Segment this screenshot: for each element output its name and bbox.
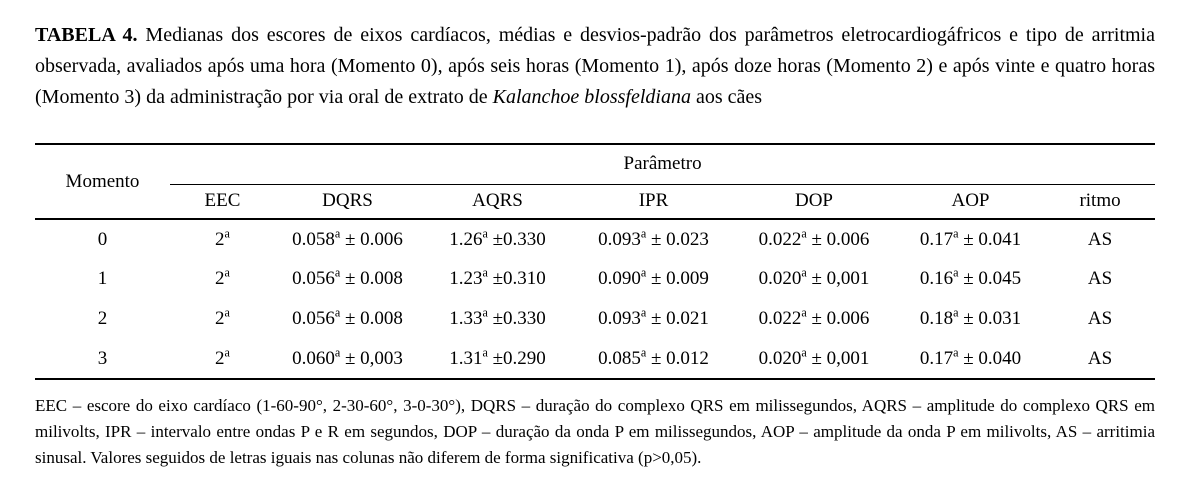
header-group-row: Momento Parâmetro: [35, 143, 1156, 220]
cell-eec: 2a: [170, 339, 275, 380]
cell-eec: 2a: [215, 226, 230, 250]
cell-dqrs: 0.056a ± 0.008: [292, 305, 403, 329]
table-row: 0 2a 0.058a ± 0.006 1.26a ±0.330 0.093a …: [35, 219, 1155, 259]
column-group-header-parametro: Parâmetro: [170, 143, 1156, 185]
cell-dop: 0.022a ± 0.006: [758, 226, 870, 250]
cell-momento: 1: [97, 268, 108, 289]
cell-aop: 0.18a ± 0.031: [919, 305, 1022, 329]
cell-aop: 0.17a ± 0.040: [896, 339, 1045, 380]
header-columns-row: EEC DQRS AQRS IPR DOP AOP ritmo: [35, 184, 1156, 220]
results-table: Momento Parâmetro EEC DQRS AQRS IPR DOP …: [35, 143, 1156, 380]
column-header-ritmo: ritmo: [1045, 184, 1156, 220]
table-caption-tail: aos cães: [690, 86, 763, 108]
cell-aqrs: 1.26a ±0.330: [449, 226, 546, 250]
column-header-ipr: IPR: [575, 184, 732, 220]
cell-ipr: 0.093a ± 0.023: [598, 226, 709, 250]
cell-ipr: 0.090a ± 0.009: [598, 265, 709, 289]
column-header-eec: EEC: [170, 184, 275, 220]
table-footnote: EEC – escore do eixo cardíaco (1-60-90°,…: [35, 396, 1155, 467]
table-row: 1 2a 0.056a ± 0.008 1.23a ±0.310 0.090a …: [35, 259, 1155, 299]
cell-dop: 0.020a ± 0,001: [732, 339, 896, 380]
cell-dqrs: 0.058a ± 0.006: [292, 226, 403, 250]
table-row: 2 2a 0.056a ± 0.008 1.33a ±0.330 0.093a …: [35, 299, 1155, 339]
table-caption: TABELA 4. Medianas dos escores de eixos …: [35, 20, 1155, 113]
column-header-aqrs: AQRS: [420, 184, 575, 220]
cell-aop: 0.17a ± 0.041: [919, 226, 1022, 250]
cell-eec: 2a: [215, 305, 230, 329]
cell-dqrs: 0.056a ± 0.008: [292, 265, 403, 289]
cell-ritmo: AS: [1087, 228, 1113, 250]
cell-ipr: 0.093a ± 0.021: [598, 305, 709, 329]
cell-ritmo: AS: [1087, 268, 1113, 289]
cell-dop: 0.020a ± 0,001: [758, 265, 870, 289]
cell-ritmo: AS: [1045, 339, 1156, 380]
cell-dop: 0.022a ± 0.006: [758, 305, 870, 329]
cell-dqrs: 0.060a ± 0,003: [275, 339, 420, 380]
column-header-dqrs: DQRS: [275, 184, 420, 220]
column-header-aop: AOP: [896, 184, 1045, 220]
table-row: 3 2a 0.060a ± 0,003 1.31a ±0.290 0.085a …: [35, 339, 1156, 380]
cell-ritmo: AS: [1087, 308, 1113, 329]
cell-aop: 0.16a ± 0.045: [919, 265, 1022, 289]
cell-aqrs: 1.33a ±0.330: [449, 305, 546, 329]
table-caption-text: Medianas dos escores de eixos cardíacos,…: [35, 24, 1155, 108]
cell-aqrs: 1.23a ±0.310: [449, 265, 546, 289]
cell-ipr: 0.085a ± 0.012: [575, 339, 732, 380]
cell-momento: 3: [35, 339, 170, 380]
cell-eec: 2a: [215, 265, 230, 289]
column-header-momento: Momento: [35, 143, 170, 220]
cell-momento: 2: [97, 308, 108, 329]
cell-aqrs: 1.31a ±0.290: [420, 339, 575, 380]
column-header-dop: DOP: [732, 184, 896, 220]
species-name: Kalanchoe blossfeldiana: [492, 86, 691, 108]
cell-momento: 0: [97, 228, 108, 250]
table-caption-label: TABELA 4.: [35, 24, 138, 46]
